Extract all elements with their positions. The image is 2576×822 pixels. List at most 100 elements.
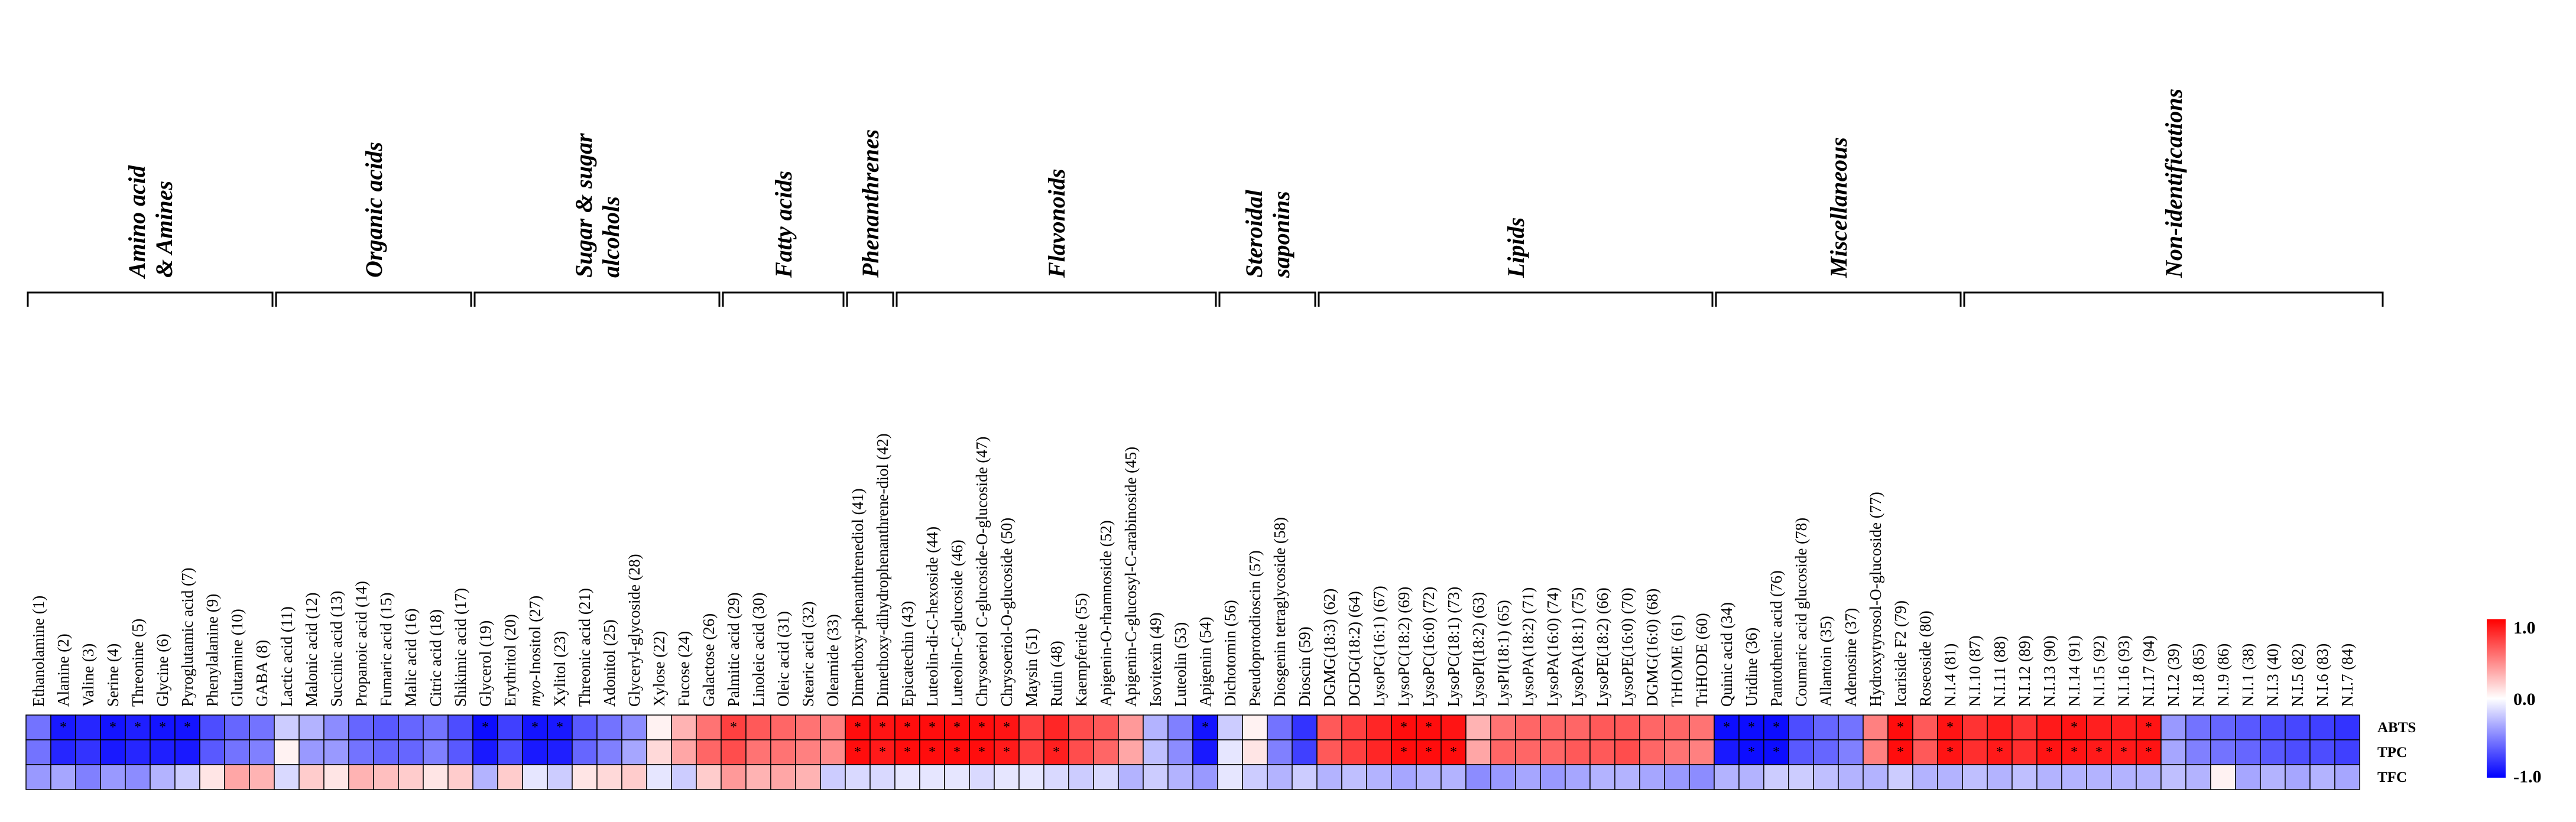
heatmap-cell (2160, 714, 2186, 740)
column-label: LysoPG(16:1) (67) (1370, 586, 1388, 707)
heatmap-cell (125, 739, 151, 765)
category-label: saponins (1268, 191, 1295, 278)
significance-star: * (1003, 745, 1010, 760)
significance-star: * (929, 745, 936, 760)
category-label: Sugar & sugar (570, 133, 597, 278)
heatmap-cell (1217, 739, 1243, 765)
significance-star: * (60, 720, 67, 735)
heatmap-cell (1391, 764, 1417, 790)
significance-star: * (109, 720, 116, 735)
colorbar-tick-max: 1.0 (2513, 618, 2536, 638)
heatmap-cell (1788, 714, 1814, 740)
heatmap-cell (1689, 714, 1715, 740)
column-label: LysoPC(18:1) (73) (1445, 587, 1462, 707)
column-label: Adonitol (25) (601, 619, 618, 707)
column-label: N.I.9 (86) (2214, 644, 2232, 707)
row-label: TPC (2377, 745, 2407, 761)
heatmap-cell (100, 764, 126, 790)
heatmap-cell (447, 739, 473, 765)
heatmap-cell (1341, 739, 1367, 765)
column-label: myo-Inositol (27) (526, 596, 544, 707)
heatmap-cell (2160, 764, 2186, 790)
heatmap-cell (2036, 714, 2062, 740)
heatmap-cell (50, 764, 76, 790)
heatmap-cell (1143, 764, 1169, 790)
column-label: Allantoin (35) (1817, 616, 1835, 707)
heatmap-cell (1118, 714, 1144, 740)
column-label: N.I.13 (90) (2040, 635, 2058, 707)
heatmap-cell (1614, 739, 1640, 765)
column-label: Icariside F2 (79) (1892, 600, 1909, 707)
heatmap-cell (1416, 764, 1442, 790)
heatmap-cell (2012, 739, 2038, 765)
column-label: Diosgenin tetraglycoside (58) (1271, 517, 1289, 707)
heatmap-cell (1292, 739, 1318, 765)
heatmap-cell (373, 714, 399, 740)
column-label: Oleamide (33) (824, 614, 842, 707)
column-label: N.I.14 (91) (2065, 635, 2083, 707)
category-bracket (1318, 291, 1714, 307)
heatmap-cell (1217, 764, 1243, 790)
heatmap-cell (2260, 714, 2286, 740)
column-label: Lactic acid (11) (278, 606, 296, 707)
column-label: N.I.6 (83) (2314, 644, 2331, 707)
heatmap-cell (323, 739, 349, 765)
significance-star: * (1003, 720, 1010, 735)
column-label: N.I.15 (92) (2090, 635, 2108, 707)
heatmap-cell (1962, 764, 1988, 790)
significance-star: * (2071, 745, 2078, 760)
heatmap-cell (348, 764, 374, 790)
heatmap-cell (274, 764, 300, 790)
column-label: Glyceryl-glycoside (28) (625, 554, 643, 707)
heatmap-cell (1515, 739, 1541, 765)
heatmap-cell (224, 714, 250, 740)
column-label: Valine (3) (79, 644, 97, 707)
column-label: LysoPC(18:2) (69) (1395, 587, 1413, 707)
significance-star: * (2120, 745, 2127, 760)
column-label: Apigenin-C-glucosyl-C-arabinoside (45) (1122, 447, 1140, 707)
significance-star: * (1773, 720, 1780, 735)
column-label: LysoPE(16:0) (70) (1618, 587, 1636, 707)
heatmap-cell (1614, 764, 1640, 790)
significance-star: * (1723, 720, 1730, 735)
heatmap-cell (721, 739, 747, 765)
column-label: Fumaric acid (15) (377, 593, 395, 707)
heatmap-cell (820, 739, 846, 765)
heatmap-cell (2309, 764, 2335, 790)
heatmap-cell (969, 714, 995, 740)
heatmap-cell (1838, 764, 1864, 790)
heatmap-cell (75, 739, 101, 765)
heatmap-cell (845, 714, 871, 740)
column-label: GABA (8) (253, 640, 271, 707)
heatmap-cell (1813, 739, 1839, 765)
category-label: Amino acid (124, 165, 150, 280)
category-label: Miscellaneous (1825, 137, 1852, 278)
heatmap-cell (572, 739, 598, 765)
column-label: Dimethoxy-phenanthrenediol (41) (849, 488, 867, 707)
heatmap-cell (1217, 714, 1243, 740)
column-label: N.I.16 (93) (2115, 635, 2133, 707)
heatmap-cell (1540, 739, 1566, 765)
significance-star: * (1946, 720, 1954, 735)
heatmap-cell (1018, 764, 1044, 790)
column-label: Serine (4) (104, 644, 122, 707)
heatmap-cell (1292, 764, 1318, 790)
column-label: N.I.1 (38) (2239, 644, 2257, 707)
heatmap-cell (2260, 764, 2286, 790)
heatmap-cell (2185, 764, 2211, 790)
heatmap-cell (1465, 714, 1491, 740)
heatmap-cell (2309, 739, 2335, 765)
heatmap-cell (1515, 764, 1541, 790)
heatmap-cell (596, 739, 622, 765)
heatmap-cell (1813, 714, 1839, 740)
heatmap-cell (1018, 714, 1044, 740)
column-label: Glutamine (10) (228, 609, 246, 707)
heatmap-cell (2210, 764, 2236, 790)
column-label: Apigenin (54) (1196, 617, 1214, 707)
heatmap-cell (1664, 739, 1690, 765)
heatmap-cell (1912, 764, 1938, 790)
column-labels: Ethanolamine (1) Alanine (2) Valine (3) Ser… (30, 433, 2356, 707)
category-bracket (27, 291, 274, 307)
heatmap-cell (621, 764, 647, 790)
column-label: N.I.17 (94) (2140, 635, 2158, 707)
